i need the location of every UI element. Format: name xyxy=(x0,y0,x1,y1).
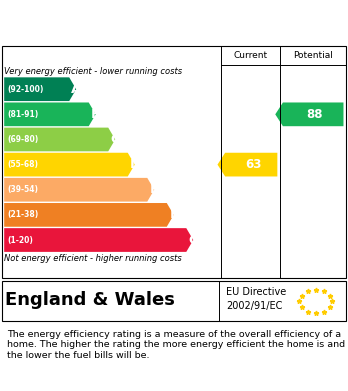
Polygon shape xyxy=(4,203,174,227)
Text: Very energy efficient - lower running costs: Very energy efficient - lower running co… xyxy=(4,67,182,76)
Text: (39-54): (39-54) xyxy=(7,185,38,194)
Text: (81-91): (81-91) xyxy=(7,110,38,119)
Text: (55-68): (55-68) xyxy=(7,160,38,169)
Text: Current: Current xyxy=(234,51,268,60)
Text: Not energy efficient - higher running costs: Not energy efficient - higher running co… xyxy=(4,254,182,263)
Text: D: D xyxy=(129,158,141,171)
Text: Potential: Potential xyxy=(293,51,333,60)
Text: C: C xyxy=(111,133,120,146)
Polygon shape xyxy=(218,153,277,176)
Text: 88: 88 xyxy=(307,108,323,121)
Text: (69-80): (69-80) xyxy=(7,135,38,144)
Text: (1-20): (1-20) xyxy=(7,235,33,244)
Text: (21-38): (21-38) xyxy=(7,210,38,219)
Polygon shape xyxy=(4,102,96,126)
Text: The energy efficiency rating is a measure of the overall efficiency of a home. T: The energy efficiency rating is a measur… xyxy=(7,330,345,360)
Text: Energy Efficiency Rating: Energy Efficiency Rating xyxy=(63,15,285,30)
Polygon shape xyxy=(4,153,135,176)
Polygon shape xyxy=(275,102,343,126)
Text: 63: 63 xyxy=(245,158,261,171)
Text: E: E xyxy=(150,183,159,196)
Text: G: G xyxy=(188,233,199,246)
Text: B: B xyxy=(91,108,101,121)
Text: EU Directive
2002/91/EC: EU Directive 2002/91/EC xyxy=(226,287,286,310)
Polygon shape xyxy=(4,77,76,101)
Text: A: A xyxy=(71,83,82,96)
Polygon shape xyxy=(4,127,115,151)
Text: England & Wales: England & Wales xyxy=(5,291,175,309)
Polygon shape xyxy=(4,228,193,252)
Polygon shape xyxy=(4,178,154,202)
Text: (92-100): (92-100) xyxy=(7,85,44,94)
Text: F: F xyxy=(169,208,179,221)
